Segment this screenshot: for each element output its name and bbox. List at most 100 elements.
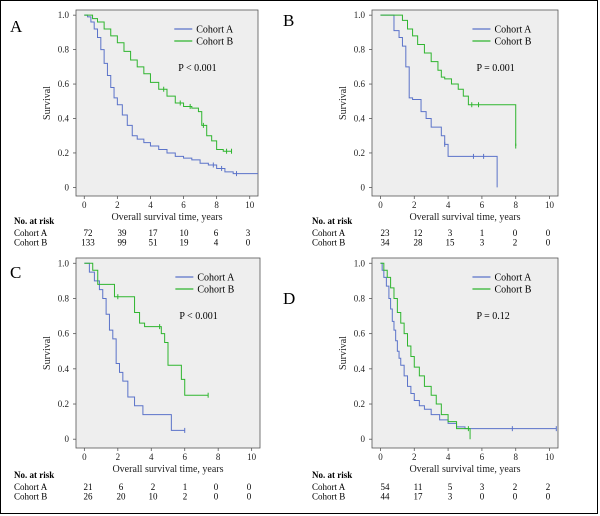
risk-count: 19: [180, 238, 190, 248]
risk-count: 26: [84, 492, 94, 502]
risk-count: 54: [381, 482, 391, 492]
risk-count: 0: [546, 492, 551, 502]
y-tick-label: 0: [361, 182, 366, 192]
risk-row-label: Cohort A: [14, 228, 48, 238]
x-tick-label: 4: [149, 452, 154, 462]
risk-count: 0: [546, 228, 551, 238]
x-tick-label: 4: [446, 452, 451, 462]
y-tick-label: 0.4: [58, 114, 70, 124]
risk-count: 17: [414, 492, 424, 502]
risk-row-label: Cohort B: [14, 238, 47, 248]
risk-row-label: Cohort B: [14, 492, 47, 502]
panel-letter: C: [10, 263, 21, 282]
risk-count: 51: [149, 238, 158, 248]
legend-label: Cohort B: [494, 37, 531, 48]
risk-count: 34: [381, 238, 391, 248]
risk-count: 0: [247, 482, 252, 492]
risk-count: 0: [214, 482, 219, 492]
curve-cohort-b: [380, 14, 517, 147]
y-tick-label: 0.8: [58, 45, 70, 55]
x-tick-label: 4: [148, 200, 153, 210]
risk-count: 72: [84, 228, 93, 238]
x-tick-label: 0: [82, 452, 87, 462]
risk-count: 21: [84, 482, 93, 492]
risk-count: 0: [480, 492, 485, 502]
x-tick-label: 10: [247, 452, 257, 462]
risk-row-label: Cohort B: [312, 492, 345, 502]
x-tick-label: 0: [82, 200, 87, 210]
risk-count: 39: [118, 228, 128, 238]
risk-count: 44: [381, 492, 391, 502]
risk-count: 0: [247, 492, 252, 502]
risk-count: 10: [180, 228, 190, 238]
legend-label: Cohort A: [494, 273, 532, 284]
legend-label: Cohort B: [196, 37, 233, 48]
p-value: P = 0.001: [476, 63, 514, 74]
y-axis-label: Survival: [338, 86, 349, 120]
curve-cohort-b: [84, 262, 209, 396]
y-tick-label: 0.2: [354, 148, 365, 158]
risk-count: 0: [513, 492, 518, 502]
risk-count: 133: [81, 238, 95, 248]
x-tick-label: 8: [513, 200, 518, 210]
x-tick-label: 8: [214, 200, 219, 210]
x-tick-label: 0: [378, 200, 383, 210]
x-tick-label: 8: [216, 452, 221, 462]
curve-cohort-b: [84, 14, 232, 152]
curve-cohort-a: [380, 14, 498, 188]
y-axis-label: Survival: [338, 336, 349, 370]
y-tick-label: 0.2: [354, 399, 365, 409]
y-tick-label: 0.8: [58, 293, 70, 303]
x-axis-label: Overall survival time, years: [409, 464, 520, 475]
risk-count: 2: [183, 492, 188, 502]
risk-count: 3: [480, 238, 485, 248]
curve-cohort-a: [380, 262, 557, 430]
y-tick-label: 0.6: [354, 79, 366, 89]
curve-cohort-b: [380, 262, 471, 440]
x-axis-label: Overall survival time, years: [112, 464, 223, 475]
risk-count: 3: [448, 492, 453, 502]
risk-count: 17: [149, 228, 159, 238]
y-tick-label: 0.8: [354, 45, 366, 55]
x-tick-label: 0: [378, 452, 383, 462]
risk-row-label: Cohort A: [312, 228, 346, 238]
x-tick-label: 6: [480, 452, 485, 462]
y-tick-label: 0.4: [58, 364, 70, 374]
risk-count: 0: [246, 238, 251, 248]
curve-cohort-a: [84, 262, 185, 431]
risk-table-title: No. at risk: [14, 470, 54, 480]
y-axis-label: Survival: [42, 336, 53, 370]
risk-count: 6: [214, 228, 219, 238]
y-tick-label: 0.6: [58, 329, 70, 339]
x-tick-label: 10: [245, 200, 255, 210]
legend-label: Cohort B: [197, 285, 234, 296]
y-tick-label: 0.8: [354, 293, 366, 303]
risk-table-title: No. at risk: [312, 216, 352, 226]
risk-table-title: No. at risk: [14, 216, 54, 226]
risk-count: 20: [117, 492, 127, 502]
risk-count: 1: [480, 228, 485, 238]
risk-count: 6: [119, 482, 124, 492]
risk-count: 99: [118, 238, 128, 248]
risk-count: 0: [513, 228, 518, 238]
curve-cohort-a: [84, 14, 258, 175]
x-tick-label: 2: [412, 452, 417, 462]
x-tick-label: 2: [412, 200, 417, 210]
y-tick-label: 0.6: [58, 79, 70, 89]
x-tick-label: 10: [545, 452, 555, 462]
x-tick-label: 6: [181, 200, 186, 210]
risk-table-title: No. at risk: [312, 470, 352, 480]
x-tick-label: 6: [480, 200, 485, 210]
risk-row-label: Cohort A: [14, 482, 48, 492]
risk-count: 10: [149, 492, 159, 502]
panel-letter: D: [283, 289, 295, 308]
plot-area: [371, 257, 559, 449]
risk-count: 2: [546, 482, 551, 492]
risk-count: 2: [151, 482, 156, 492]
